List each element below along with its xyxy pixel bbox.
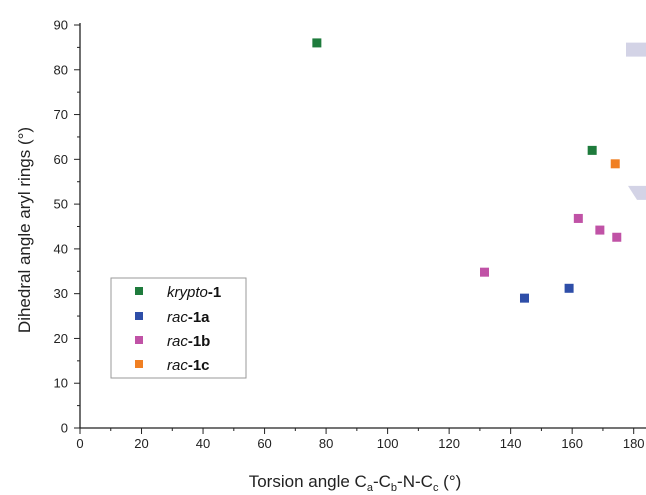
x-tick-label: 140 xyxy=(500,436,522,451)
y-tick-label: 40 xyxy=(54,241,68,256)
x-tick-label: 120 xyxy=(438,436,460,451)
x-axis-title-main: Torsion angle C xyxy=(249,472,367,491)
y-tick-label: 30 xyxy=(54,286,68,301)
point-rac-1b-1 xyxy=(573,213,583,223)
y-tick-label: 80 xyxy=(54,62,68,77)
x-axis-title-sub-c: c xyxy=(433,482,439,494)
legend-item-rac-1b: rac-1b xyxy=(135,333,210,350)
y-tick-label: 10 xyxy=(54,376,68,391)
x-tick-label: 80 xyxy=(319,436,333,451)
legend-swatch-rac-1b xyxy=(135,336,143,344)
legend-item-krypto-1: krypto-1 xyxy=(135,284,221,301)
legend-label-rac-1c: rac-1c xyxy=(167,357,210,374)
point-rac-1c-0 xyxy=(610,159,620,169)
x-tick-label: 100 xyxy=(377,436,399,451)
legend-box xyxy=(110,277,247,379)
offscale-markers xyxy=(626,42,646,200)
y-tick-label: 50 xyxy=(54,197,68,212)
x-axis-title: Torsion angle Ca-Cb-N-Cc (°) xyxy=(249,472,462,494)
legend: krypto-1 rac-1a rac-1b rac-1c xyxy=(110,277,247,379)
legend-swatch-krypto-1 xyxy=(135,287,143,295)
point-rac-1b-0 xyxy=(480,267,490,277)
axes xyxy=(74,23,646,434)
x-tick-label: 160 xyxy=(561,436,583,451)
legend-label-rac-1b: rac-1b xyxy=(167,333,210,350)
y-tick-label: 90 xyxy=(54,18,68,33)
y-axis-title: Dihedral angle aryl rings (°) xyxy=(15,127,34,333)
point-rac-1b-2 xyxy=(595,225,605,235)
legend-item-rac-1a: rac-1a xyxy=(135,309,210,326)
legend-swatch-rac-1a xyxy=(135,312,143,320)
x-tick-label: 0 xyxy=(76,436,83,451)
point-rac-1a-1 xyxy=(564,283,574,293)
x-axis-title-sep-1: -C xyxy=(373,472,391,491)
point-rac-1a-0 xyxy=(519,293,529,303)
legend-item-rac-1c: rac-1c xyxy=(135,357,210,374)
tick-labels: 0 20 40 60 80 100 120 140 160 180 0 10 20 30 40 50 60 70 8… xyxy=(54,18,645,452)
offscale-marker-1 xyxy=(628,185,646,200)
legend-label-rac-1a: rac-1a xyxy=(167,309,210,326)
x-axis-title-sep-2: -N-C xyxy=(397,472,433,491)
y-tick-label: 70 xyxy=(54,107,68,122)
x-tick-label: 40 xyxy=(196,436,210,451)
legend-label-krypto-1: krypto-1 xyxy=(167,284,221,301)
point-krypto-1-1 xyxy=(587,145,597,155)
x-tick-label: 60 xyxy=(257,436,271,451)
x-axis-title-sub-b: b xyxy=(391,482,397,494)
y-tick-label: 0 xyxy=(61,421,68,436)
point-rac-1b-3 xyxy=(612,232,622,242)
legend-swatch-rac-1c xyxy=(135,360,143,368)
x-axis-title-sub-a: a xyxy=(367,482,374,494)
y-tick-label: 20 xyxy=(54,331,68,346)
x-tick-label: 180 xyxy=(623,436,645,451)
y-tick-label: 60 xyxy=(54,152,68,167)
point-krypto-1-0 xyxy=(312,38,322,48)
x-tick-label: 20 xyxy=(134,436,148,451)
offscale-marker-0 xyxy=(626,42,646,57)
data-markers xyxy=(312,38,622,303)
x-axis-title-unit: (°) xyxy=(438,472,461,491)
